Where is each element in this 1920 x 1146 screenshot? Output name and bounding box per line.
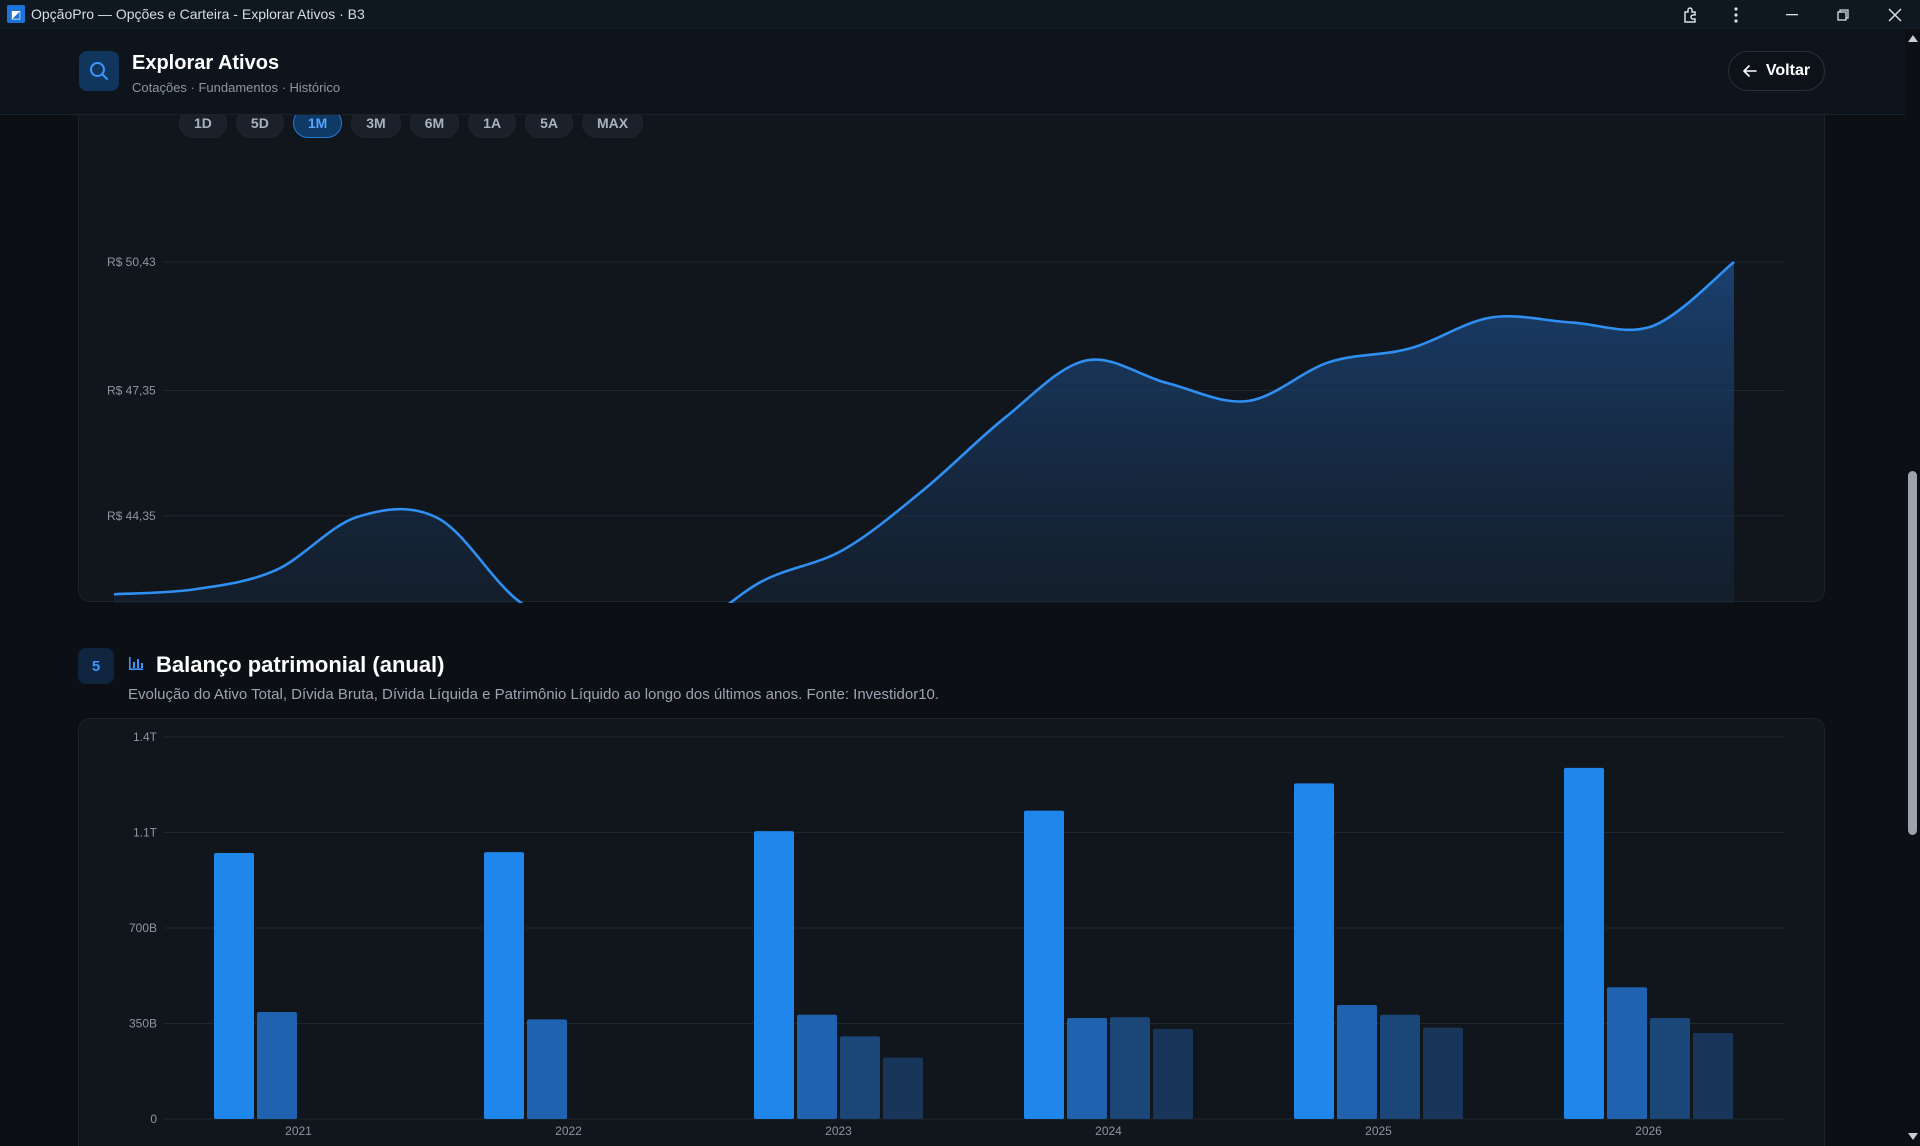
range-tab-1d[interactable]: 1D bbox=[179, 115, 227, 138]
main-content: R$ 50,43R$ 47,35R$ 44,35R$ 41,3517 de ag… bbox=[0, 115, 1905, 1146]
balance-sheet-chart: 1.4T 1.1T 700B 350B 0 2021 2022 2023 2024 2025 202… bbox=[129, 730, 1784, 1138]
bar-2026-series-4 bbox=[1693, 1033, 1733, 1119]
y-tick-label: 350B bbox=[129, 1017, 157, 1031]
range-tab-5a[interactable]: 5A bbox=[525, 115, 573, 138]
bar-2023-series-2 bbox=[797, 1014, 837, 1119]
restore-icon[interactable] bbox=[1820, 0, 1866, 29]
bar-2026-series-1 bbox=[1564, 767, 1604, 1119]
y-tick-label: 1.4T bbox=[133, 730, 158, 744]
range-tabs: 1D 5D 1M 3M 6M 1A 5A MAX bbox=[179, 115, 644, 138]
range-tab-1m[interactable]: 1M bbox=[292, 115, 343, 138]
y-tick-label: R$ 50,43 bbox=[107, 255, 156, 269]
section-description: Evolução do Ativo Total, Dívida Bruta, D… bbox=[128, 686, 940, 703]
bar-2025-series-4 bbox=[1423, 1027, 1463, 1119]
section-number-badge: 5 bbox=[78, 648, 114, 684]
y-tick-label: R$ 47,35 bbox=[107, 384, 156, 398]
x-tick-label: 2025 bbox=[1365, 1124, 1392, 1138]
bar-2021-series-1 bbox=[214, 852, 254, 1119]
y-tick-label: R$ 44,35 bbox=[107, 509, 156, 523]
scrollbar[interactable] bbox=[1905, 29, 1920, 1146]
price-line bbox=[113, 260, 1735, 603]
x-tick-label: 2024 bbox=[1095, 1124, 1122, 1138]
page-title: Explorar Ativos bbox=[132, 52, 280, 74]
x-tick-label: 2021 bbox=[285, 1124, 312, 1138]
page-header: Explorar Ativos Cotações · Fundamentos ·… bbox=[0, 29, 1905, 115]
title-bar: ◩ OpçãoPro — Opções e Carteira - Explora… bbox=[0, 0, 1920, 29]
minimize-icon[interactable] bbox=[1769, 0, 1815, 29]
x-tick-label: 2022 bbox=[555, 1124, 582, 1138]
arrow-left-icon bbox=[1743, 65, 1757, 77]
y-tick-label: 700B bbox=[129, 921, 157, 935]
range-tab-5d[interactable]: 5D bbox=[235, 115, 284, 138]
bar-2025-series-2 bbox=[1337, 1004, 1377, 1119]
bar-2022-series-2 bbox=[527, 1019, 567, 1119]
range-tab-6m[interactable]: 6M bbox=[409, 115, 460, 138]
bar-2024-series-4 bbox=[1153, 1028, 1193, 1119]
scroll-thumb[interactable] bbox=[1908, 471, 1917, 835]
page-subtitle: Cotações · Fundamentos · Histórico bbox=[132, 80, 341, 95]
balance-chart-card: 1.4T 1.1T 700B 350B 0 2021 2022 2023 2024 2025 202… bbox=[78, 718, 1825, 1146]
scroll-down-arrow-icon[interactable] bbox=[1908, 1133, 1918, 1140]
extensions-icon[interactable] bbox=[1668, 0, 1714, 29]
close-icon[interactable] bbox=[1872, 0, 1918, 29]
bar-2023-series-4 bbox=[883, 1057, 923, 1119]
bar-2021-series-2 bbox=[257, 1012, 297, 1119]
price-history-chart: R$ 50,43R$ 47,35R$ 44,35R$ 41,3517 de ag… bbox=[107, 255, 1784, 603]
bar-2025-series-1 bbox=[1294, 783, 1334, 1119]
bar-2022-series-1 bbox=[484, 852, 524, 1119]
bar-2024-series-2 bbox=[1067, 1018, 1107, 1119]
price-area bbox=[114, 262, 1734, 603]
range-tab-3m[interactable]: 3M bbox=[351, 115, 401, 138]
back-button[interactable]: Voltar bbox=[1728, 51, 1825, 91]
y-tick-label: 0 bbox=[150, 1112, 157, 1126]
bar-2024-series-3 bbox=[1110, 1017, 1150, 1119]
bar-2025-series-3 bbox=[1380, 1014, 1420, 1119]
bar-2024-series-1 bbox=[1024, 810, 1064, 1119]
section-title: Balanço patrimonial (anual) bbox=[156, 652, 445, 677]
more-vert-icon[interactable] bbox=[1713, 0, 1759, 29]
back-button-label: Voltar bbox=[1765, 62, 1811, 79]
bar-chart-icon bbox=[129, 657, 143, 670]
range-tab-max[interactable]: MAX bbox=[581, 115, 644, 138]
scroll-up-arrow-icon[interactable] bbox=[1908, 35, 1918, 42]
bar-2023-series-1 bbox=[754, 831, 794, 1119]
y-tick-label: 1.1T bbox=[133, 826, 158, 840]
price-chart-card: R$ 50,43R$ 47,35R$ 44,35R$ 41,3517 de ag… bbox=[78, 115, 1825, 603]
bar-2026-series-2 bbox=[1607, 987, 1647, 1119]
x-tick-label: 2026 bbox=[1635, 1124, 1662, 1138]
bar-2023-series-3 bbox=[840, 1036, 880, 1119]
search-icon bbox=[79, 51, 119, 91]
range-tab-1a[interactable]: 1A bbox=[468, 115, 517, 138]
window-title: OpçãoPro — Opções e Carteira - Explorar … bbox=[31, 6, 365, 22]
x-tick-label: 2023 bbox=[825, 1124, 852, 1138]
app-icon: ◩ bbox=[7, 5, 25, 23]
bar-2026-series-3 bbox=[1650, 1018, 1690, 1119]
